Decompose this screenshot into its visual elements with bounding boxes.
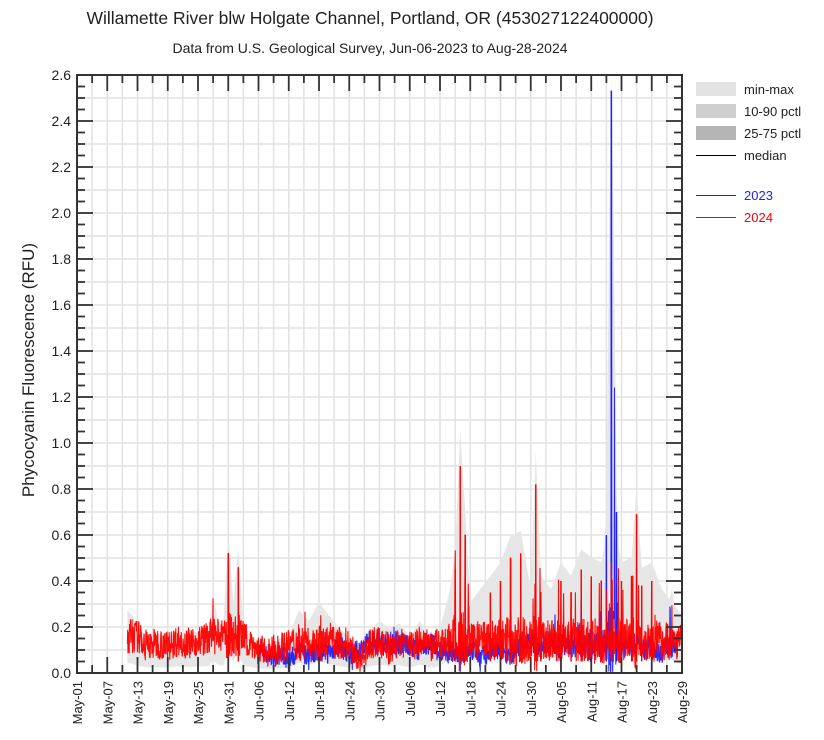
chart-title: Willamette River blw Holgate Channel, Po… — [86, 8, 654, 28]
x-tick-label: Jul-18 — [463, 681, 478, 716]
x-tick-label: Aug-23 — [645, 681, 660, 723]
data-series — [126, 90, 683, 673]
x-tick-label: Aug-17 — [615, 681, 630, 723]
x-tick-label: May-25 — [191, 681, 206, 724]
y-tick-label: 0.4 — [52, 573, 72, 589]
legend-item: 2023 — [696, 184, 801, 206]
x-tick-label: Aug-05 — [554, 681, 569, 723]
legend-line — [696, 216, 736, 218]
legend: min-max 10-90 pctl 25-75 pctl median 2023 202… — [696, 78, 801, 228]
legend-swatch — [696, 104, 736, 118]
legend-swatch — [696, 126, 736, 140]
legend-label: min-max — [744, 81, 794, 97]
axes: 0.0 0.2 0.4 0.6 0.8 1.0 1.2 1.4 1.6 1.8 2.0 2.2 2.4 2… — [52, 67, 690, 724]
stat-bands — [127, 75, 682, 669]
y-tick-label: 1.4 — [52, 343, 72, 359]
y-tick-label: 1.0 — [52, 435, 72, 451]
x-tick-label: May-19 — [161, 681, 176, 724]
legend-label: 2024 — [744, 209, 773, 225]
y-tick-label: 2.4 — [52, 113, 72, 129]
x-tick-label: Aug-11 — [584, 681, 599, 722]
y-tick-label: 2.2 — [52, 159, 72, 175]
x-tick-label: Jul-24 — [494, 681, 509, 716]
y-tick-label: 0.8 — [52, 481, 72, 497]
x-tick-label: May-13 — [131, 681, 146, 724]
x-tick-label: Aug-29 — [675, 681, 690, 723]
legend-item: min-max — [696, 78, 801, 100]
legend-item: median — [696, 144, 801, 166]
x-tick-label: Jul-06 — [403, 681, 418, 716]
x-tick-label: May-07 — [100, 681, 115, 724]
y-tick-label: 1.2 — [52, 389, 72, 405]
chart-subtitle: Data from U.S. Geological Survey, Jun-06… — [172, 40, 568, 56]
x-tick-label: May-31 — [221, 681, 236, 724]
legend-label: median — [744, 147, 787, 163]
y-tick-label: 1.6 — [52, 297, 72, 313]
legend-item: 25-75 pctl — [696, 122, 801, 144]
x-tick-label: Jul-30 — [524, 681, 539, 716]
legend-line — [696, 154, 736, 156]
legend-line — [696, 194, 736, 196]
legend-label: 10-90 pctl — [744, 103, 802, 119]
y-tick-label: 0.6 — [52, 527, 72, 543]
legend-item: 10-90 pctl — [696, 100, 801, 122]
legend-label: 2023 — [744, 187, 773, 203]
legend-item: 2024 — [696, 206, 801, 228]
x-tick-label: Jun-24 — [342, 681, 357, 721]
y-tick-label: 1.8 — [52, 251, 72, 267]
x-tick-label: Jun-30 — [373, 681, 388, 721]
y-tick-label: 2.0 — [52, 205, 72, 221]
legend-label: 25-75 pctl — [744, 125, 802, 141]
x-tick-label: Jun-12 — [282, 681, 297, 721]
x-tick-label: Jun-18 — [312, 681, 327, 721]
x-tick-label: May-01 — [70, 681, 85, 724]
x-tick-label: Jun-06 — [252, 681, 267, 721]
y-tick-label: 0.2 — [52, 619, 72, 635]
y-tick-label: 0.0 — [52, 665, 72, 681]
legend-swatch — [696, 82, 736, 96]
y-tick-label: 2.6 — [52, 67, 72, 83]
x-tick-label: Jul-12 — [433, 681, 448, 716]
